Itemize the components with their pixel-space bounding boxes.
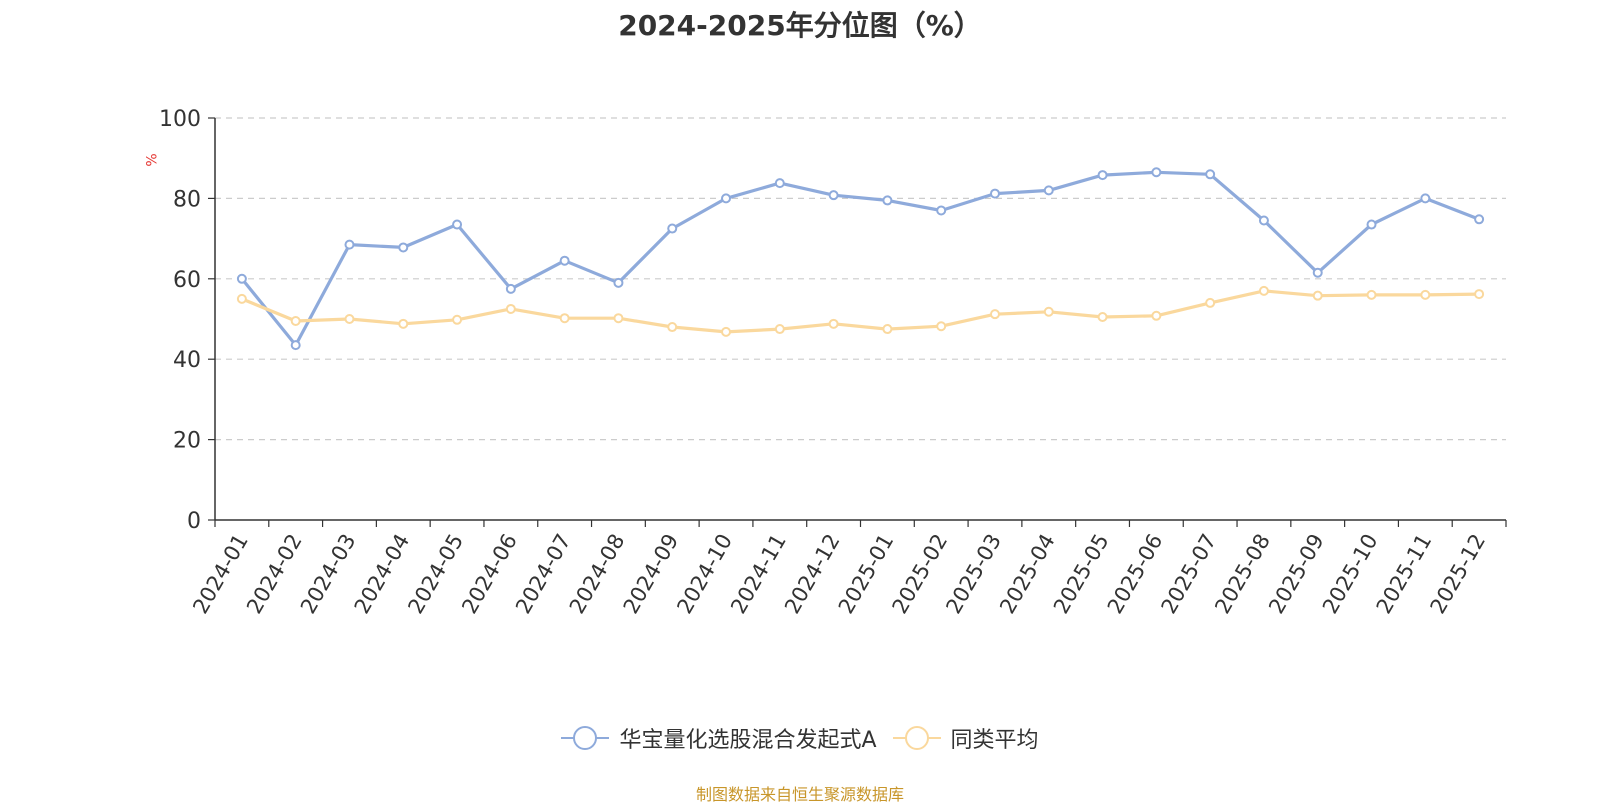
series-1-point (667, 223, 678, 234)
series-1-point (936, 205, 947, 216)
series-1-point (559, 255, 570, 266)
series-1-point (236, 273, 247, 284)
series-2-point (505, 303, 516, 314)
legend-series-1-label: 华宝量化选股混合发起式A (619, 728, 877, 753)
series-2-point (344, 314, 355, 324)
series-1-line (240, 170, 1481, 347)
series-1-point (989, 188, 1000, 199)
series-2-point (290, 316, 301, 327)
series-1-point (1366, 219, 1377, 230)
series-2-point (1258, 285, 1269, 296)
series-1-point (1258, 215, 1269, 226)
series-2-point (774, 324, 785, 335)
x-axis-ticks: 2024-012024-022024-032024-042024-052024-… (188, 520, 1507, 618)
y-tick-label: 20 (173, 429, 201, 454)
y-tick-label: 40 (173, 348, 201, 373)
y-axis-ticks: 0 20 40 60 80 100 (159, 107, 215, 534)
legend-item-series-1[interactable]: 华宝量化选股混合发起式A (561, 722, 877, 754)
legend-series-2-label: 同类平均 (950, 728, 1039, 753)
legend-series-1-icon (561, 726, 610, 750)
series-2-line (240, 289, 1481, 334)
series-2-point (1151, 310, 1162, 321)
series-2-point (236, 293, 247, 304)
y-tick-label: 0 (187, 509, 201, 534)
series-2-point (882, 324, 893, 335)
series-2-point (1097, 311, 1108, 322)
series-1-point (828, 190, 839, 201)
legend: 华宝量化选股混合发起式A 同类平均 (0, 722, 1600, 754)
series-2-point (1420, 289, 1431, 300)
y-tick-label: 80 (173, 187, 201, 212)
legend-series-2-icon (892, 726, 941, 750)
series-2-point (1312, 290, 1323, 301)
series-1-point (1151, 167, 1162, 178)
series-1-point (398, 242, 409, 253)
series-2-point (667, 322, 678, 333)
series-1-point (1043, 185, 1054, 196)
series-1-point (1312, 267, 1323, 278)
series-1-point (774, 178, 785, 189)
series-2-point (1366, 289, 1377, 300)
series-1-point (613, 277, 624, 288)
series-2-point (1043, 306, 1054, 317)
series-points (236, 167, 1485, 351)
series-2-point (1205, 297, 1216, 308)
series-1-point (452, 219, 463, 230)
series-1-point (290, 340, 301, 351)
series-2-point (613, 313, 624, 324)
source-note: 制图数据来自恒生聚源数据库 (695, 785, 904, 804)
chart-title: 2024-2025年分位图（%） (618, 9, 982, 42)
legend-item-series-2[interactable]: 同类平均 (892, 722, 1039, 754)
series-2-point (559, 313, 570, 324)
series-1-point (721, 193, 732, 204)
series-2-point (721, 326, 732, 337)
series-2-point (936, 321, 947, 332)
series-1-point (1205, 169, 1216, 180)
y-tick-label: 60 (173, 268, 201, 293)
y-tick-label: 100 (159, 107, 201, 132)
axes (214, 118, 1506, 521)
grid-lines (215, 117, 1506, 441)
series-1-point (505, 283, 516, 294)
series-2-point (1474, 289, 1485, 300)
series-2-point (989, 309, 1000, 320)
series-1-point (1474, 214, 1485, 225)
series-1-point (1097, 170, 1108, 181)
series-2-point (452, 314, 463, 325)
series-1-point (882, 195, 893, 206)
series-1-point (344, 239, 355, 250)
series-1-point (1420, 193, 1431, 204)
series-2-point (828, 318, 839, 329)
series-2-point (398, 318, 409, 329)
series-lines (240, 170, 1481, 347)
